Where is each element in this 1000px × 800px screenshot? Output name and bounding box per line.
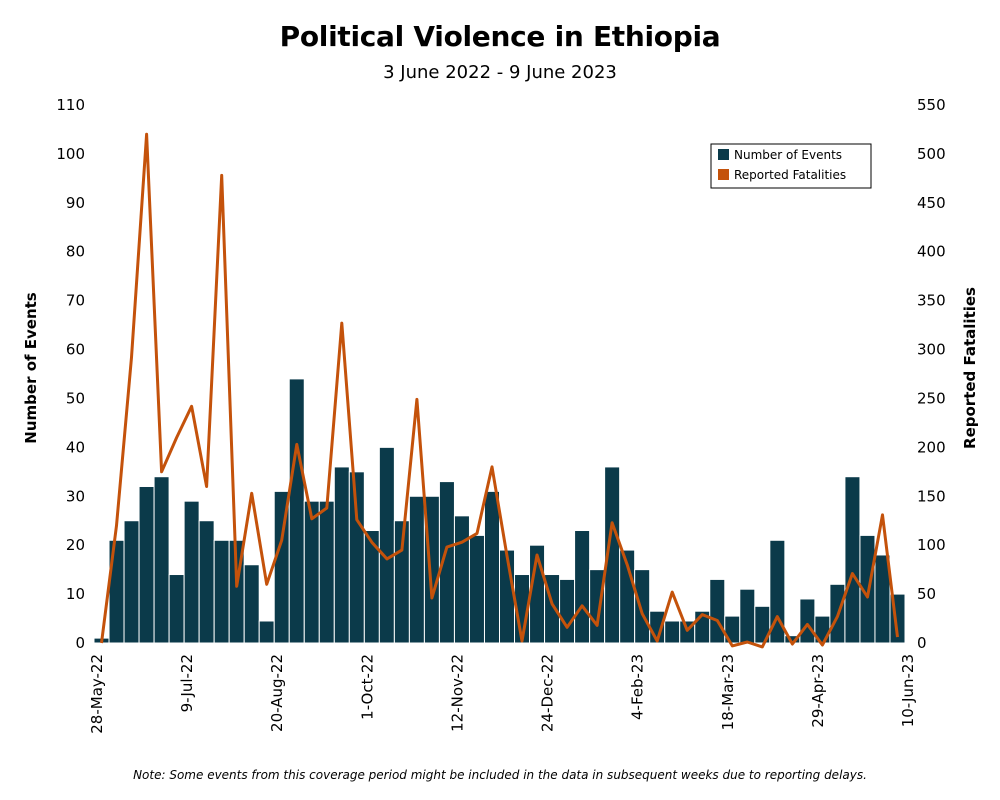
- events-bar: [483, 490, 500, 644]
- left-tick-label: 10: [66, 585, 85, 603]
- left-tick-label: 110: [56, 96, 85, 114]
- legend-label-fatalities: Reported Fatalities: [734, 168, 846, 182]
- left-tick-label: 70: [66, 292, 85, 310]
- events-bar: [739, 588, 756, 644]
- events-bar: [198, 520, 215, 644]
- right-tick-label: 550: [917, 96, 946, 114]
- events-bar: [844, 476, 861, 644]
- x-tick-label: 4-Feb-23: [629, 654, 647, 720]
- right-tick-label: 0: [917, 634, 927, 652]
- x-tick-label: 10-Jun-23: [899, 654, 917, 727]
- chart-title: Political Violence in Ethiopia: [279, 20, 721, 53]
- left-tick-label: 40: [66, 438, 85, 456]
- left-tick-label: 0: [75, 634, 85, 652]
- events-bar: [574, 530, 591, 644]
- right-axis-title: Reported Fatalities: [961, 287, 979, 449]
- x-tick-label: 28-May-22: [88, 654, 106, 734]
- legend-swatch-fatalities: [718, 169, 729, 180]
- events-bar: [183, 500, 200, 644]
- right-tick-label: 300: [917, 341, 946, 359]
- left-tick-label: 100: [56, 145, 85, 163]
- events-bar: [303, 500, 320, 644]
- legend-box: [710, 143, 872, 189]
- legend: Number of Events Reported Fatalities: [710, 143, 872, 189]
- footnote: Note: Some events from this coverage per…: [133, 768, 867, 782]
- events-bar: [333, 466, 350, 644]
- events-bar: [168, 574, 185, 644]
- events-bar: [318, 500, 335, 644]
- events-bar: [468, 534, 485, 644]
- left-axis-title: Number of Events: [22, 292, 40, 443]
- x-axis-ticks: 28-May-22 9-Jul-22 20-Aug-22 1-Oct-22 12-Nov…: [88, 654, 917, 734]
- events-bar: [408, 495, 425, 644]
- events-bar: [138, 485, 155, 644]
- events-bar: [123, 520, 140, 644]
- chart-subtitle: 3 June 2022 - 9 June 2023: [383, 62, 617, 83]
- x-tick-label: 18-Mar-23: [719, 654, 737, 730]
- right-tick-label: 450: [917, 194, 946, 212]
- events-bar: [348, 471, 365, 644]
- events-bar: [634, 569, 651, 644]
- left-tick-label: 20: [66, 536, 85, 554]
- events-bar: [664, 620, 681, 644]
- events-bar: [769, 539, 786, 644]
- events-bar: [378, 446, 395, 644]
- x-tick-label: 24-Dec-22: [539, 654, 557, 732]
- left-tick-label: 30: [66, 487, 85, 505]
- right-tick-label: 150: [917, 487, 946, 505]
- right-tick-label: 250: [917, 389, 946, 407]
- right-tick-label: 50: [917, 585, 936, 603]
- events-bars: [93, 378, 906, 644]
- events-bar: [559, 578, 576, 644]
- right-axis-ticks: 0 50 100 150 200 250 300 350 400 450 500 550: [917, 96, 946, 652]
- events-bar: [288, 378, 305, 644]
- left-tick-label: 50: [66, 389, 85, 407]
- right-tick-label: 200: [917, 438, 946, 456]
- x-tick-label: 9-Jul-22: [178, 654, 196, 712]
- events-bar: [709, 578, 726, 644]
- left-tick-label: 60: [66, 341, 85, 359]
- right-tick-label: 100: [917, 536, 946, 554]
- x-tick-label: 29-Apr-23: [809, 654, 827, 728]
- events-bar: [453, 515, 470, 644]
- events-bar: [243, 564, 260, 644]
- events-bar: [799, 598, 816, 644]
- x-tick-label: 12-Nov-22: [448, 654, 466, 732]
- left-tick-label: 90: [66, 194, 85, 212]
- left-tick-label: 80: [66, 243, 85, 261]
- x-tick-label: 20-Aug-22: [268, 654, 286, 732]
- events-bar: [153, 476, 170, 644]
- events-bar: [213, 539, 230, 644]
- events-bar: [258, 620, 275, 644]
- right-tick-label: 500: [917, 145, 946, 163]
- right-tick-label: 400: [917, 243, 946, 261]
- x-tick-label: 1-Oct-22: [358, 654, 376, 720]
- left-axis-ticks: 0 10 20 30 40 50 60 70 80 90 100 110: [56, 96, 85, 652]
- legend-swatch-events: [718, 149, 729, 160]
- right-tick-label: 350: [917, 292, 946, 310]
- legend-label-events: Number of Events: [734, 148, 842, 162]
- fatalities-line: [100, 132, 899, 649]
